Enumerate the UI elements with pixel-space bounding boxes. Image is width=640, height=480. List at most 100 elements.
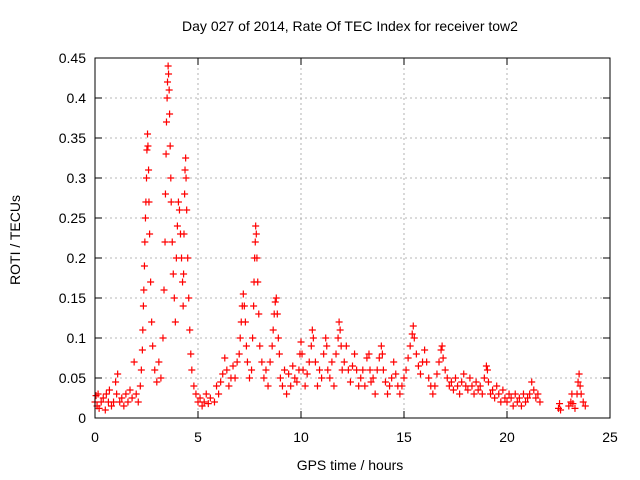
data-point <box>311 358 319 366</box>
data-point <box>332 350 340 358</box>
data-point <box>137 366 145 374</box>
data-point <box>323 342 331 350</box>
data-point <box>141 238 149 246</box>
data-point <box>456 390 464 398</box>
data-point <box>188 366 196 374</box>
data-point <box>281 366 289 374</box>
y-tick-label: 0.4 <box>67 90 87 106</box>
data-point <box>252 230 260 238</box>
data-point <box>179 278 187 286</box>
data-point <box>116 398 124 406</box>
data-point <box>143 174 150 182</box>
data-point <box>206 394 214 402</box>
data-point <box>105 386 113 394</box>
data-point <box>180 270 188 278</box>
data-point <box>138 346 146 354</box>
data-point <box>166 142 174 150</box>
data-point <box>187 350 195 358</box>
data-point <box>328 358 336 366</box>
data-point <box>335 318 343 326</box>
data-point <box>118 394 126 402</box>
data-point <box>445 382 453 390</box>
data-point <box>229 362 237 370</box>
data-point <box>402 366 410 374</box>
data-point <box>334 334 342 342</box>
data-point <box>174 198 182 206</box>
data-point <box>101 406 109 414</box>
data-point <box>421 346 429 354</box>
data-point <box>530 386 538 394</box>
data-point <box>301 382 309 390</box>
data-point <box>112 378 120 386</box>
data-point <box>299 366 307 374</box>
data-point <box>513 398 521 406</box>
data-point <box>349 362 356 370</box>
data-point <box>262 366 270 374</box>
data-point <box>260 374 268 382</box>
data-point <box>476 382 484 390</box>
data-point <box>99 394 107 402</box>
data-point <box>250 302 258 310</box>
data-point <box>351 350 359 358</box>
data-point <box>169 270 177 278</box>
data-point <box>581 402 589 410</box>
data-point <box>483 366 491 374</box>
data-point <box>233 358 241 366</box>
data-point <box>161 190 169 198</box>
data-point <box>276 374 284 382</box>
data-point <box>367 378 375 386</box>
data-point <box>254 278 262 286</box>
data-point <box>491 394 499 402</box>
data-point <box>303 370 311 378</box>
x-tick-label: 5 <box>194 429 202 445</box>
data-point <box>231 374 239 382</box>
data-point <box>361 382 369 390</box>
data-point <box>204 400 212 408</box>
data-point <box>379 366 387 374</box>
data-point <box>130 358 138 366</box>
data-point <box>386 382 394 390</box>
data-point <box>168 238 176 246</box>
data-point <box>400 374 408 382</box>
data-point <box>495 390 503 398</box>
data-point <box>289 362 297 370</box>
data-point <box>346 378 354 386</box>
data-point <box>501 394 509 402</box>
data-point <box>449 386 457 394</box>
data-point <box>377 342 385 350</box>
data-point <box>217 378 225 386</box>
data-point <box>219 370 227 378</box>
data-point <box>342 342 350 350</box>
data-point <box>143 146 151 154</box>
data-point <box>202 390 210 398</box>
x-tick-label: 25 <box>602 429 618 445</box>
data-point <box>128 394 136 402</box>
data-point <box>324 366 332 374</box>
data-point <box>140 262 148 270</box>
data-point <box>375 354 383 362</box>
data-point <box>336 326 344 334</box>
x-tick-label: 15 <box>396 429 412 445</box>
data-point <box>388 374 396 382</box>
data-point <box>102 390 110 398</box>
y-tick-label: 0.25 <box>59 210 86 226</box>
data-point <box>431 382 439 390</box>
data-point <box>243 358 251 366</box>
data-point <box>305 358 313 366</box>
data-point <box>170 294 178 302</box>
data-point <box>398 382 406 390</box>
data-point <box>365 350 373 358</box>
data-point <box>528 378 536 386</box>
data-point <box>120 402 128 410</box>
data-point <box>307 342 315 350</box>
data-point <box>256 342 264 350</box>
data-point <box>192 390 200 398</box>
data-point <box>384 390 392 398</box>
data-point <box>470 390 478 398</box>
data-point <box>167 198 175 206</box>
data-point <box>215 390 223 398</box>
data-point <box>390 358 398 366</box>
data-point <box>326 374 334 382</box>
